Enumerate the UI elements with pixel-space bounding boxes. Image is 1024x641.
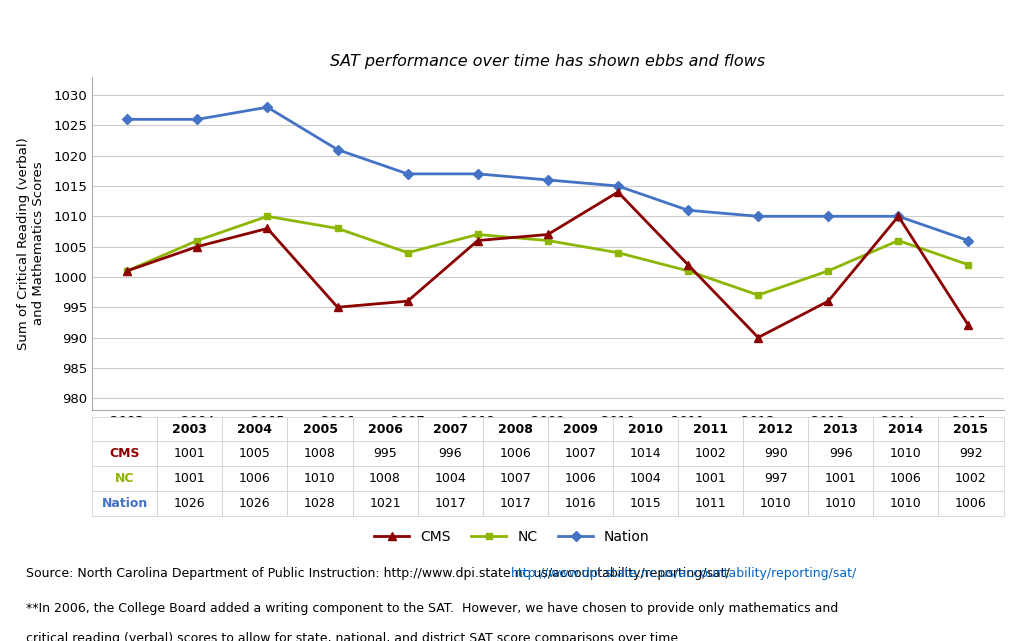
Text: Source: North Carolina Department of Public Instruction: http://www.dpi.state.nc: Source: North Carolina Department of Pub… (26, 567, 729, 581)
Y-axis label: Sum of Critical Reading (verbal)
and Mathematics Scores: Sum of Critical Reading (verbal) and Mat… (17, 137, 45, 350)
Title: SAT performance over time has shown ebbs and flows: SAT performance over time has shown ebbs… (331, 54, 765, 69)
Text: SAT Performance – Graduating Seniors: SAT Performance – Graduating Seniors (180, 13, 844, 42)
Text: critical reading (verbal) scores to allow for state, national, and district SAT : critical reading (verbal) scores to allo… (26, 632, 682, 641)
Text: **In 2006, the College Board added a writing component to the SAT.  However, we : **In 2006, the College Board added a wri… (26, 602, 838, 615)
Legend: CMS, NC, Nation: CMS, NC, Nation (369, 524, 655, 549)
Text: http://www.dpi.state.nc.us/accountability/reporting/sat/: http://www.dpi.state.nc.us/accountabilit… (511, 567, 857, 581)
